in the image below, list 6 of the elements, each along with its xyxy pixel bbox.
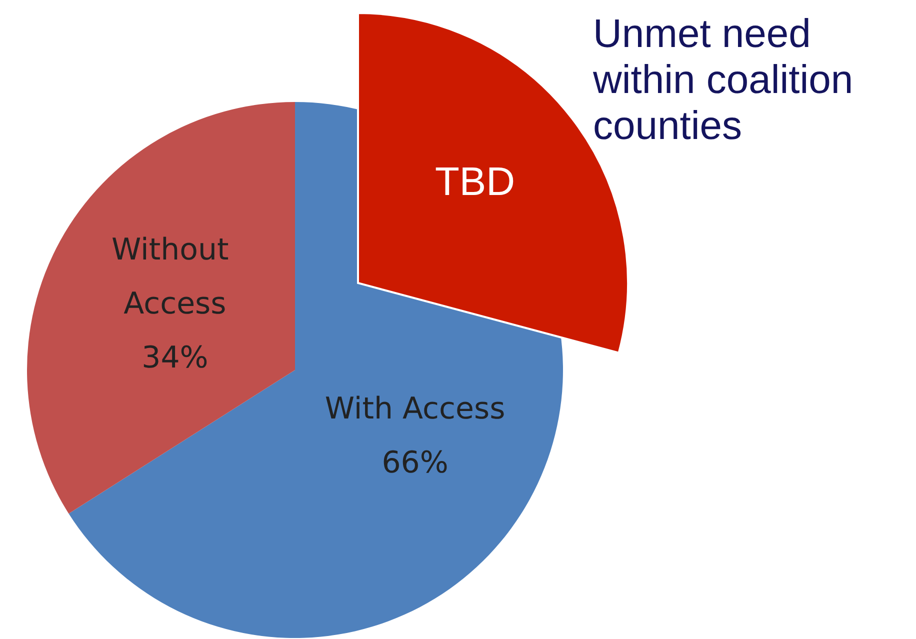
text: Unmet need within coalition counties — [592, 12, 864, 148]
text: TBD — [434, 160, 516, 205]
slice-label: With Access — [324, 392, 506, 426]
slice-label: Without Access — [112, 232, 238, 322]
data-label: 66% — [382, 446, 448, 480]
data-label: 34% — [142, 340, 208, 376]
